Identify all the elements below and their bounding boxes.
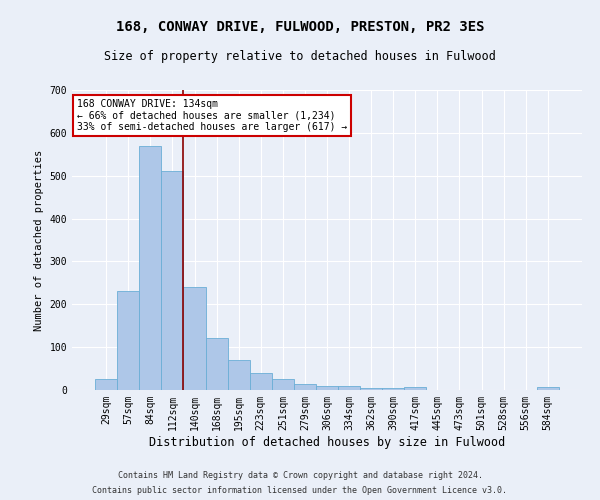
Bar [316,386,338,390]
Bar [294,384,316,390]
Text: 168, CONWAY DRIVE, FULWOOD, PRESTON, PR2 3ES: 168, CONWAY DRIVE, FULWOOD, PRESTON, PR2… [116,20,484,34]
Bar [206,338,227,390]
X-axis label: Distribution of detached houses by size in Fulwood: Distribution of detached houses by size … [149,436,505,448]
Bar [139,146,161,390]
Text: Contains HM Land Registry data © Crown copyright and database right 2024.: Contains HM Land Registry data © Crown c… [118,471,482,480]
Bar [117,290,139,390]
Bar [272,380,294,390]
Bar [382,388,404,390]
Bar [227,360,250,390]
Bar [537,387,559,390]
Bar [95,379,117,390]
Bar [250,373,272,390]
Text: 168 CONWAY DRIVE: 134sqm
← 66% of detached houses are smaller (1,234)
33% of sem: 168 CONWAY DRIVE: 134sqm ← 66% of detach… [77,99,347,132]
Bar [184,287,206,390]
Y-axis label: Number of detached properties: Number of detached properties [34,150,44,330]
Bar [338,386,360,390]
Bar [360,388,382,390]
Bar [404,387,427,390]
Text: Contains public sector information licensed under the Open Government Licence v3: Contains public sector information licen… [92,486,508,495]
Bar [161,172,184,390]
Text: Size of property relative to detached houses in Fulwood: Size of property relative to detached ho… [104,50,496,63]
